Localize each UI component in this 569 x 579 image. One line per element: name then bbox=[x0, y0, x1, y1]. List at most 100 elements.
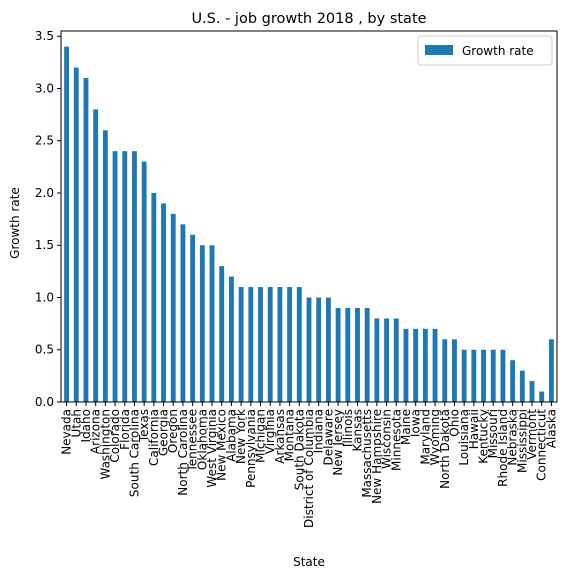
bar bbox=[384, 318, 389, 402]
bar bbox=[229, 276, 234, 402]
x-tick-label: Kansas bbox=[350, 409, 364, 451]
x-tick-label: Washington bbox=[98, 409, 112, 480]
x-tick-label: Nevada bbox=[60, 409, 74, 455]
x-axis-title: State bbox=[293, 555, 325, 569]
bar bbox=[432, 328, 438, 402]
x-tick-label: New Jersey bbox=[331, 409, 345, 476]
bar bbox=[161, 203, 166, 402]
bar bbox=[452, 339, 457, 402]
x-tick-label: Wisconsin bbox=[380, 409, 394, 469]
bar bbox=[374, 318, 380, 402]
x-tick-label: Delaware bbox=[321, 409, 335, 466]
bar bbox=[287, 287, 293, 402]
x-tick-label: Pennsylvania bbox=[244, 409, 258, 488]
bar bbox=[112, 151, 118, 402]
bar bbox=[170, 213, 176, 402]
bar bbox=[199, 245, 205, 402]
bar bbox=[422, 328, 428, 402]
bar bbox=[83, 78, 89, 402]
bar bbox=[345, 307, 351, 402]
legend-swatch bbox=[425, 45, 453, 55]
x-tick-label: Michigan bbox=[254, 409, 268, 463]
bar bbox=[490, 349, 496, 402]
x-tick-label: Rhode Island bbox=[496, 409, 510, 487]
x-tick-label: Idaho bbox=[79, 409, 93, 442]
x-tick-label: Ohio bbox=[447, 409, 461, 437]
bar bbox=[102, 130, 108, 403]
bar bbox=[190, 234, 196, 402]
x-tick-label: Virginia bbox=[263, 409, 277, 454]
bar bbox=[500, 349, 506, 402]
x-tick-label: South Dakota bbox=[292, 409, 306, 490]
x-tick-label: Alabama bbox=[224, 409, 238, 462]
y-tick-label: 1.5 bbox=[35, 238, 54, 252]
bar bbox=[529, 381, 535, 402]
x-tick-label: South Carolina bbox=[127, 409, 141, 497]
x-tick-label: Arkansas bbox=[273, 409, 287, 464]
bar bbox=[306, 297, 312, 402]
x-tick-label: Alaska bbox=[544, 409, 558, 448]
bar bbox=[277, 287, 283, 402]
x-tick-label: New Mexico bbox=[215, 409, 229, 481]
y-tick-label: 3.5 bbox=[35, 29, 54, 43]
x-tick-label: Maine bbox=[399, 409, 413, 445]
bar bbox=[325, 297, 331, 402]
bar bbox=[364, 307, 370, 402]
y-tick-label: 2.5 bbox=[35, 134, 54, 148]
bar bbox=[510, 360, 516, 402]
x-tick-label: Florida bbox=[118, 409, 132, 450]
x-tick-label: Colorado bbox=[108, 409, 122, 463]
x-tick-label: Wyoming bbox=[428, 409, 442, 465]
bars-group bbox=[64, 46, 554, 403]
legend-box bbox=[417, 35, 553, 66]
x-tick-label: Nebraska bbox=[506, 409, 520, 466]
bar bbox=[73, 67, 79, 403]
x-tick-label: Minnesota bbox=[389, 409, 403, 471]
x-tick-label: District of Columbia bbox=[302, 409, 316, 528]
bar bbox=[549, 339, 554, 402]
x-tick-label: Texas bbox=[137, 409, 151, 443]
bar bbox=[151, 192, 157, 402]
x-tick-label: Oregon bbox=[166, 409, 180, 453]
x-tick-label: Georgia bbox=[157, 409, 171, 456]
bar bbox=[64, 46, 69, 402]
x-tick-label: Iowa bbox=[409, 409, 423, 437]
x-tick-label: Arizona bbox=[89, 409, 103, 454]
y-tick-label: 2.0 bbox=[35, 186, 54, 200]
bar bbox=[141, 161, 147, 402]
bar bbox=[219, 266, 225, 402]
x-tick-label: Indiana bbox=[312, 409, 326, 453]
x-tick-label: Missouri bbox=[486, 409, 500, 458]
x-tick-label: Vermont bbox=[525, 409, 539, 460]
x-tick-label: Utah bbox=[69, 409, 83, 437]
x-tick-label: North Carolina bbox=[176, 409, 190, 496]
bar bbox=[403, 328, 409, 402]
y-tick-label: 0.5 bbox=[35, 343, 54, 357]
bar bbox=[258, 287, 263, 402]
y-axis-title: Growth rate bbox=[8, 187, 22, 259]
y-tick-label: 3.0 bbox=[35, 81, 54, 95]
bar bbox=[209, 245, 215, 402]
x-axis: NevadaUtahIdahoArizonaWashingtonColorado… bbox=[60, 402, 558, 528]
bar bbox=[519, 370, 525, 402]
legend-label: Growth rate bbox=[462, 44, 534, 58]
bar bbox=[180, 224, 186, 402]
x-tick-label: Kentucky bbox=[477, 409, 491, 464]
bar bbox=[238, 287, 244, 402]
x-tick-label: North Dakota bbox=[438, 409, 452, 489]
bar bbox=[267, 287, 273, 402]
x-tick-label: Massachusetts bbox=[360, 409, 374, 498]
bar bbox=[355, 307, 360, 402]
bar bbox=[122, 151, 128, 402]
x-tick-label: California bbox=[147, 409, 161, 466]
x-tick-label: New Hampshire bbox=[370, 409, 384, 504]
x-tick-label: New York bbox=[234, 409, 248, 464]
x-tick-label: Hawaii bbox=[467, 409, 481, 449]
bar bbox=[481, 349, 486, 402]
x-tick-label: Maryland bbox=[418, 409, 432, 465]
bar bbox=[248, 287, 254, 402]
y-axis: 0.0 0.5 1.0 1.5 2.0 2.5 3.0 3.5 bbox=[35, 29, 61, 409]
bar bbox=[335, 307, 341, 402]
bar bbox=[413, 328, 419, 402]
